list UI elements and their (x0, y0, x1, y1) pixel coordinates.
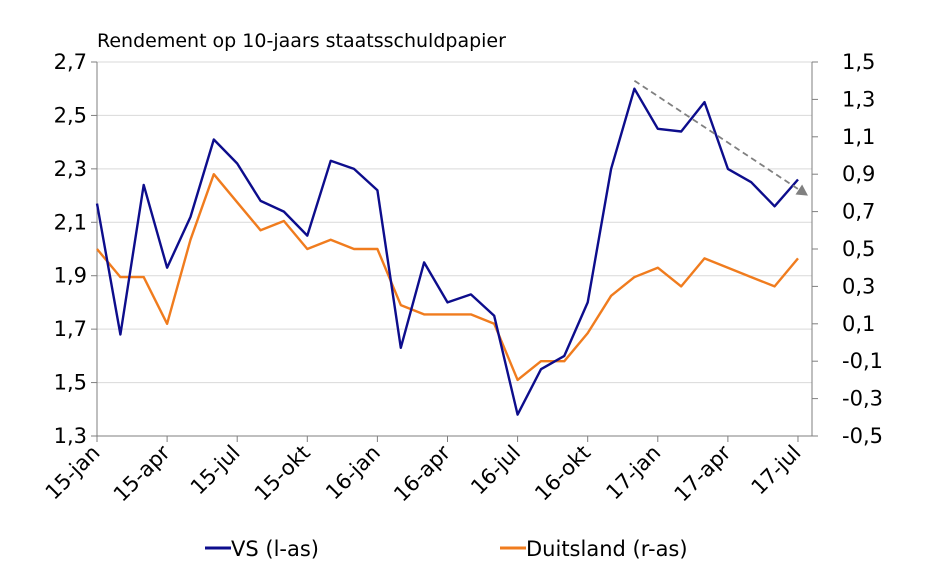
right-tick-label: 1,1 (842, 125, 875, 149)
x-tick-label: 15-apr (109, 440, 175, 506)
right-tick-label: -0,3 (842, 387, 883, 411)
trend-arrow-head (795, 184, 808, 196)
left-tick-label: 1,5 (54, 371, 87, 395)
x-tick-label: 17-jan (601, 441, 665, 505)
trend-arrow-line (633, 79, 809, 197)
x-tick-label: 16-apr (389, 440, 455, 506)
left-tick-label: 1,7 (54, 317, 87, 341)
right-tick-label: -0,5 (842, 424, 883, 448)
series-line (95, 87, 799, 416)
x-tick-label: 17-apr (670, 440, 736, 506)
legend-label: Duitsland (r-as) (526, 537, 688, 561)
legend-label: VS (l-as) (231, 537, 319, 561)
trend-annotation (633, 79, 809, 197)
legend: VS (l-as) Duitsland (r-as) (205, 537, 688, 561)
x-tick-label: 15-jan (41, 441, 105, 505)
left-tick-label: 2,7 (54, 50, 87, 74)
x-axis-ticks: 15-jan 15-apr 15-jul 15-okt 16-jan 16-apr 16-j… (41, 436, 806, 506)
right-tick-label: 0,9 (842, 162, 875, 186)
x-tick-label: 16-jan (321, 441, 385, 505)
right-tick-label: 0,1 (842, 312, 875, 336)
x-tick-label: 17-jul (747, 441, 806, 500)
right-tick-label: 0,3 (842, 274, 875, 298)
series-lines (95, 87, 799, 416)
left-tick-label: 1,9 (54, 264, 87, 288)
x-tick-label: 15-okt (250, 441, 315, 506)
right-tick-label: 1,5 (842, 50, 875, 74)
right-tick-label: 0,5 (842, 237, 875, 261)
right-tick-label: 1,3 (842, 87, 875, 111)
x-tick-label: 15-jul (186, 441, 245, 500)
left-tick-label: 2,5 (54, 103, 87, 127)
gridlines (97, 61, 812, 384)
chart-title: Rendement op 10-jaars staatsschuldpapier (97, 30, 506, 52)
x-tick-label: 16-okt (530, 441, 595, 506)
right-y-axis-ticks: -0,5 -0,3 -0,1 0,1 0,3 0,5 0,7 0,9 1,1 1,3 1,5 (812, 50, 883, 448)
series-line (96, 172, 799, 382)
left-tick-label: 2,3 (54, 157, 87, 181)
left-tick-label: 2,1 (54, 210, 87, 234)
right-tick-label: -0,1 (842, 349, 883, 373)
right-tick-label: 0,7 (842, 200, 875, 224)
axes (96, 62, 813, 437)
left-tick-label: 1,3 (54, 424, 87, 448)
left-y-axis-ticks: 1,3 1,5 1,7 1,9 2,1 2,3 2,5 2,7 (54, 50, 97, 448)
x-tick-label: 16-jul (466, 441, 525, 500)
